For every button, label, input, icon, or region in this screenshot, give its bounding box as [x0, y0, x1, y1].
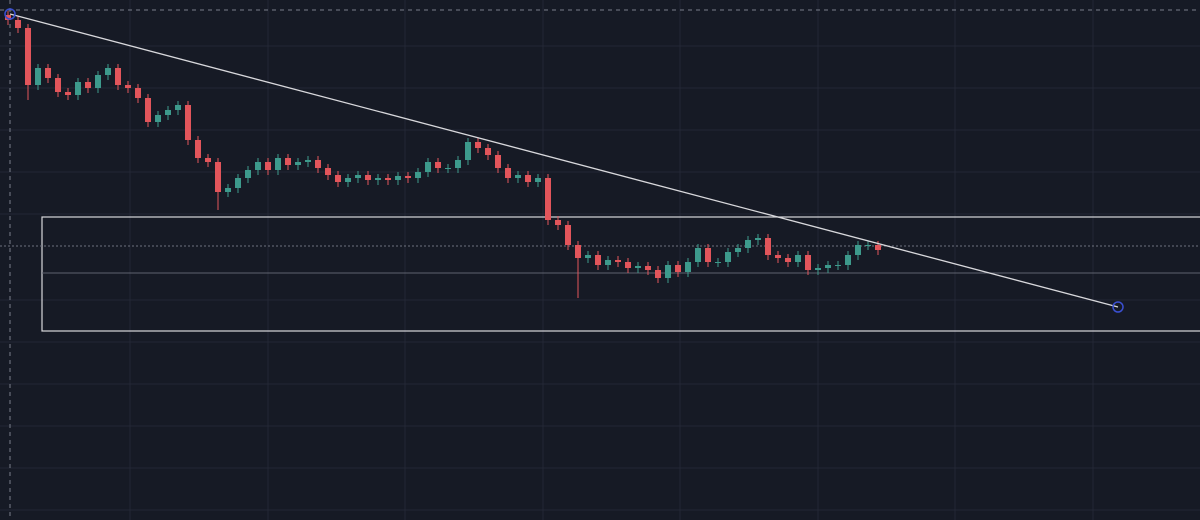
candle-body [875, 245, 881, 250]
candle-body [795, 255, 801, 262]
candle-body [725, 252, 731, 262]
candle-body [745, 240, 751, 248]
candle-body [535, 178, 541, 182]
candle-body [255, 162, 261, 170]
candle-body [635, 266, 641, 268]
candle-body [115, 68, 121, 85]
candle-body [65, 92, 71, 95]
trend-line-handle[interactable] [1112, 301, 1124, 313]
candle-body [705, 248, 711, 262]
candle-body [225, 188, 231, 192]
candle-body [625, 262, 631, 268]
candle-body [45, 68, 51, 78]
candle-body [395, 176, 401, 180]
candle-body [485, 148, 491, 155]
candle-body [135, 88, 141, 98]
candle-body [815, 268, 821, 270]
candle-body [595, 255, 601, 265]
candle-body [865, 245, 871, 246]
candle-body [505, 168, 511, 178]
candle-body [245, 170, 251, 178]
candle-body [645, 266, 651, 270]
candle-body [15, 20, 21, 28]
candle-body [375, 178, 381, 180]
candle-body [55, 78, 61, 92]
candle-body [165, 110, 171, 115]
trend-line[interactable] [9, 13, 1119, 308]
candle-body [575, 245, 581, 258]
candle-body [35, 68, 41, 85]
candle-body [855, 245, 861, 255]
candle-body [555, 220, 561, 225]
range-rectangle[interactable] [41, 216, 1200, 332]
candle-body [105, 68, 111, 75]
candle-body [715, 262, 721, 263]
trend-line-handle[interactable] [4, 8, 16, 20]
candle-body [825, 265, 831, 268]
candle-body [665, 265, 671, 278]
candle-body [195, 140, 201, 158]
candle-body [685, 262, 691, 272]
candle-body [215, 162, 221, 192]
candle-body [775, 255, 781, 258]
candle-body [835, 265, 841, 266]
candle-body [525, 175, 531, 182]
candle-body [515, 175, 521, 178]
candle-body [695, 248, 701, 262]
candle-body [275, 158, 281, 170]
candles [5, 11, 881, 298]
candle-body [565, 225, 571, 245]
candle-body [765, 238, 771, 255]
candle-body [735, 248, 741, 252]
candle-body [145, 98, 151, 122]
candle-body [335, 175, 341, 182]
candle-body [235, 178, 241, 188]
candle-body [295, 162, 301, 165]
candle-body [325, 168, 331, 175]
candle-body [415, 172, 421, 178]
candle-body [315, 160, 321, 168]
candle-body [455, 160, 461, 168]
candle-body [475, 142, 481, 148]
candle-body [445, 168, 451, 169]
candle-body [385, 178, 391, 180]
candle-body [5, 15, 11, 20]
candle-body [405, 176, 411, 178]
candle-body [845, 255, 851, 265]
candle-body [465, 142, 471, 160]
candle-body [425, 162, 431, 172]
candle-body [185, 105, 191, 140]
candle-body [615, 260, 621, 262]
candle-body [585, 255, 591, 258]
candle-body [345, 178, 351, 182]
candle-body [155, 115, 161, 122]
candle-body [125, 85, 131, 88]
candle-body [675, 265, 681, 272]
candle-body [85, 82, 91, 88]
candle-body [25, 28, 31, 85]
candle-body [205, 158, 211, 162]
candle-body [545, 178, 551, 220]
candle-body [785, 258, 791, 262]
candle-body [495, 155, 501, 168]
candle-body [175, 105, 181, 110]
candle-body [305, 160, 311, 162]
candle-body [605, 260, 611, 265]
candle-body [285, 158, 291, 165]
candle-body [805, 255, 811, 270]
candle-body [435, 162, 441, 168]
candle-body [95, 75, 101, 88]
candle-body [265, 162, 271, 170]
candle-body [355, 175, 361, 178]
candle-body [655, 270, 661, 278]
candle-body [755, 238, 761, 240]
candle-body [365, 175, 371, 180]
candle-body [75, 82, 81, 95]
